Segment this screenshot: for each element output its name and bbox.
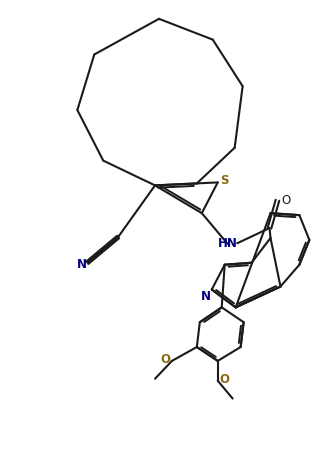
Text: HN: HN [218, 238, 238, 250]
Text: O: O [160, 353, 170, 366]
Text: O: O [281, 194, 291, 207]
Text: O: O [220, 373, 230, 386]
Text: N: N [201, 290, 211, 303]
Text: N: N [77, 258, 86, 271]
Text: S: S [220, 175, 229, 188]
